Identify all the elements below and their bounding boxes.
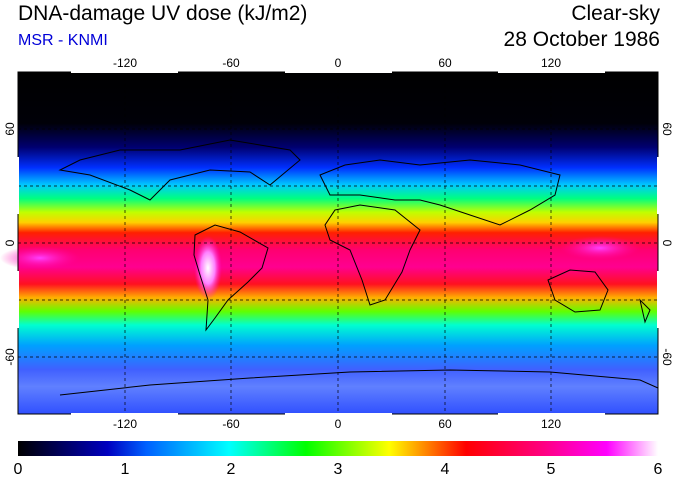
colorbar-label: 1 bbox=[121, 461, 130, 478]
lon-tick-bottom: 120 bbox=[541, 417, 561, 431]
lat-tick-right: 0 bbox=[660, 240, 674, 247]
map-title: DNA-damage UV dose (kJ/m2) bbox=[18, 2, 308, 25]
lon-tick-top: -60 bbox=[222, 56, 240, 70]
lon-tick-bottom: 60 bbox=[438, 417, 452, 431]
pacific-high-uv bbox=[0, 246, 80, 270]
lon-tick-bottom: 0 bbox=[335, 417, 342, 431]
frame-bands bbox=[16, 70, 660, 416]
lat-tick-left: 0 bbox=[3, 239, 17, 246]
date-label: 28 October 1986 bbox=[503, 28, 660, 51]
lat-tick-left: -60 bbox=[3, 348, 17, 366]
lat-tick-right: -60 bbox=[660, 348, 674, 366]
colorbar-label: 2 bbox=[227, 461, 236, 478]
lat-tick-left: 60 bbox=[3, 122, 17, 136]
colorbar-label: 4 bbox=[441, 461, 450, 478]
lon-tick-top: -120 bbox=[113, 56, 137, 70]
lon-tick-bottom: -120 bbox=[113, 417, 137, 431]
maritime-high-uv bbox=[560, 236, 640, 260]
graticule bbox=[18, 72, 658, 414]
colorbar-label: 6 bbox=[654, 461, 663, 478]
colorbar-label: 0 bbox=[14, 461, 23, 478]
lon-tick-bottom: -60 bbox=[222, 417, 240, 431]
colorbar-label: 5 bbox=[547, 461, 556, 478]
lon-tick-top: 0 bbox=[335, 56, 342, 70]
lat-tick-right: 60 bbox=[660, 122, 674, 136]
lon-tick-top: 60 bbox=[438, 56, 452, 70]
colorbar-label: 3 bbox=[334, 461, 343, 478]
credit-label: MSR - KNMI bbox=[18, 32, 108, 49]
andes-high-uv bbox=[194, 236, 222, 300]
colorbar bbox=[18, 441, 658, 456]
lon-tick-top: 120 bbox=[541, 56, 561, 70]
sky-condition-label: Clear-sky bbox=[571, 2, 660, 25]
